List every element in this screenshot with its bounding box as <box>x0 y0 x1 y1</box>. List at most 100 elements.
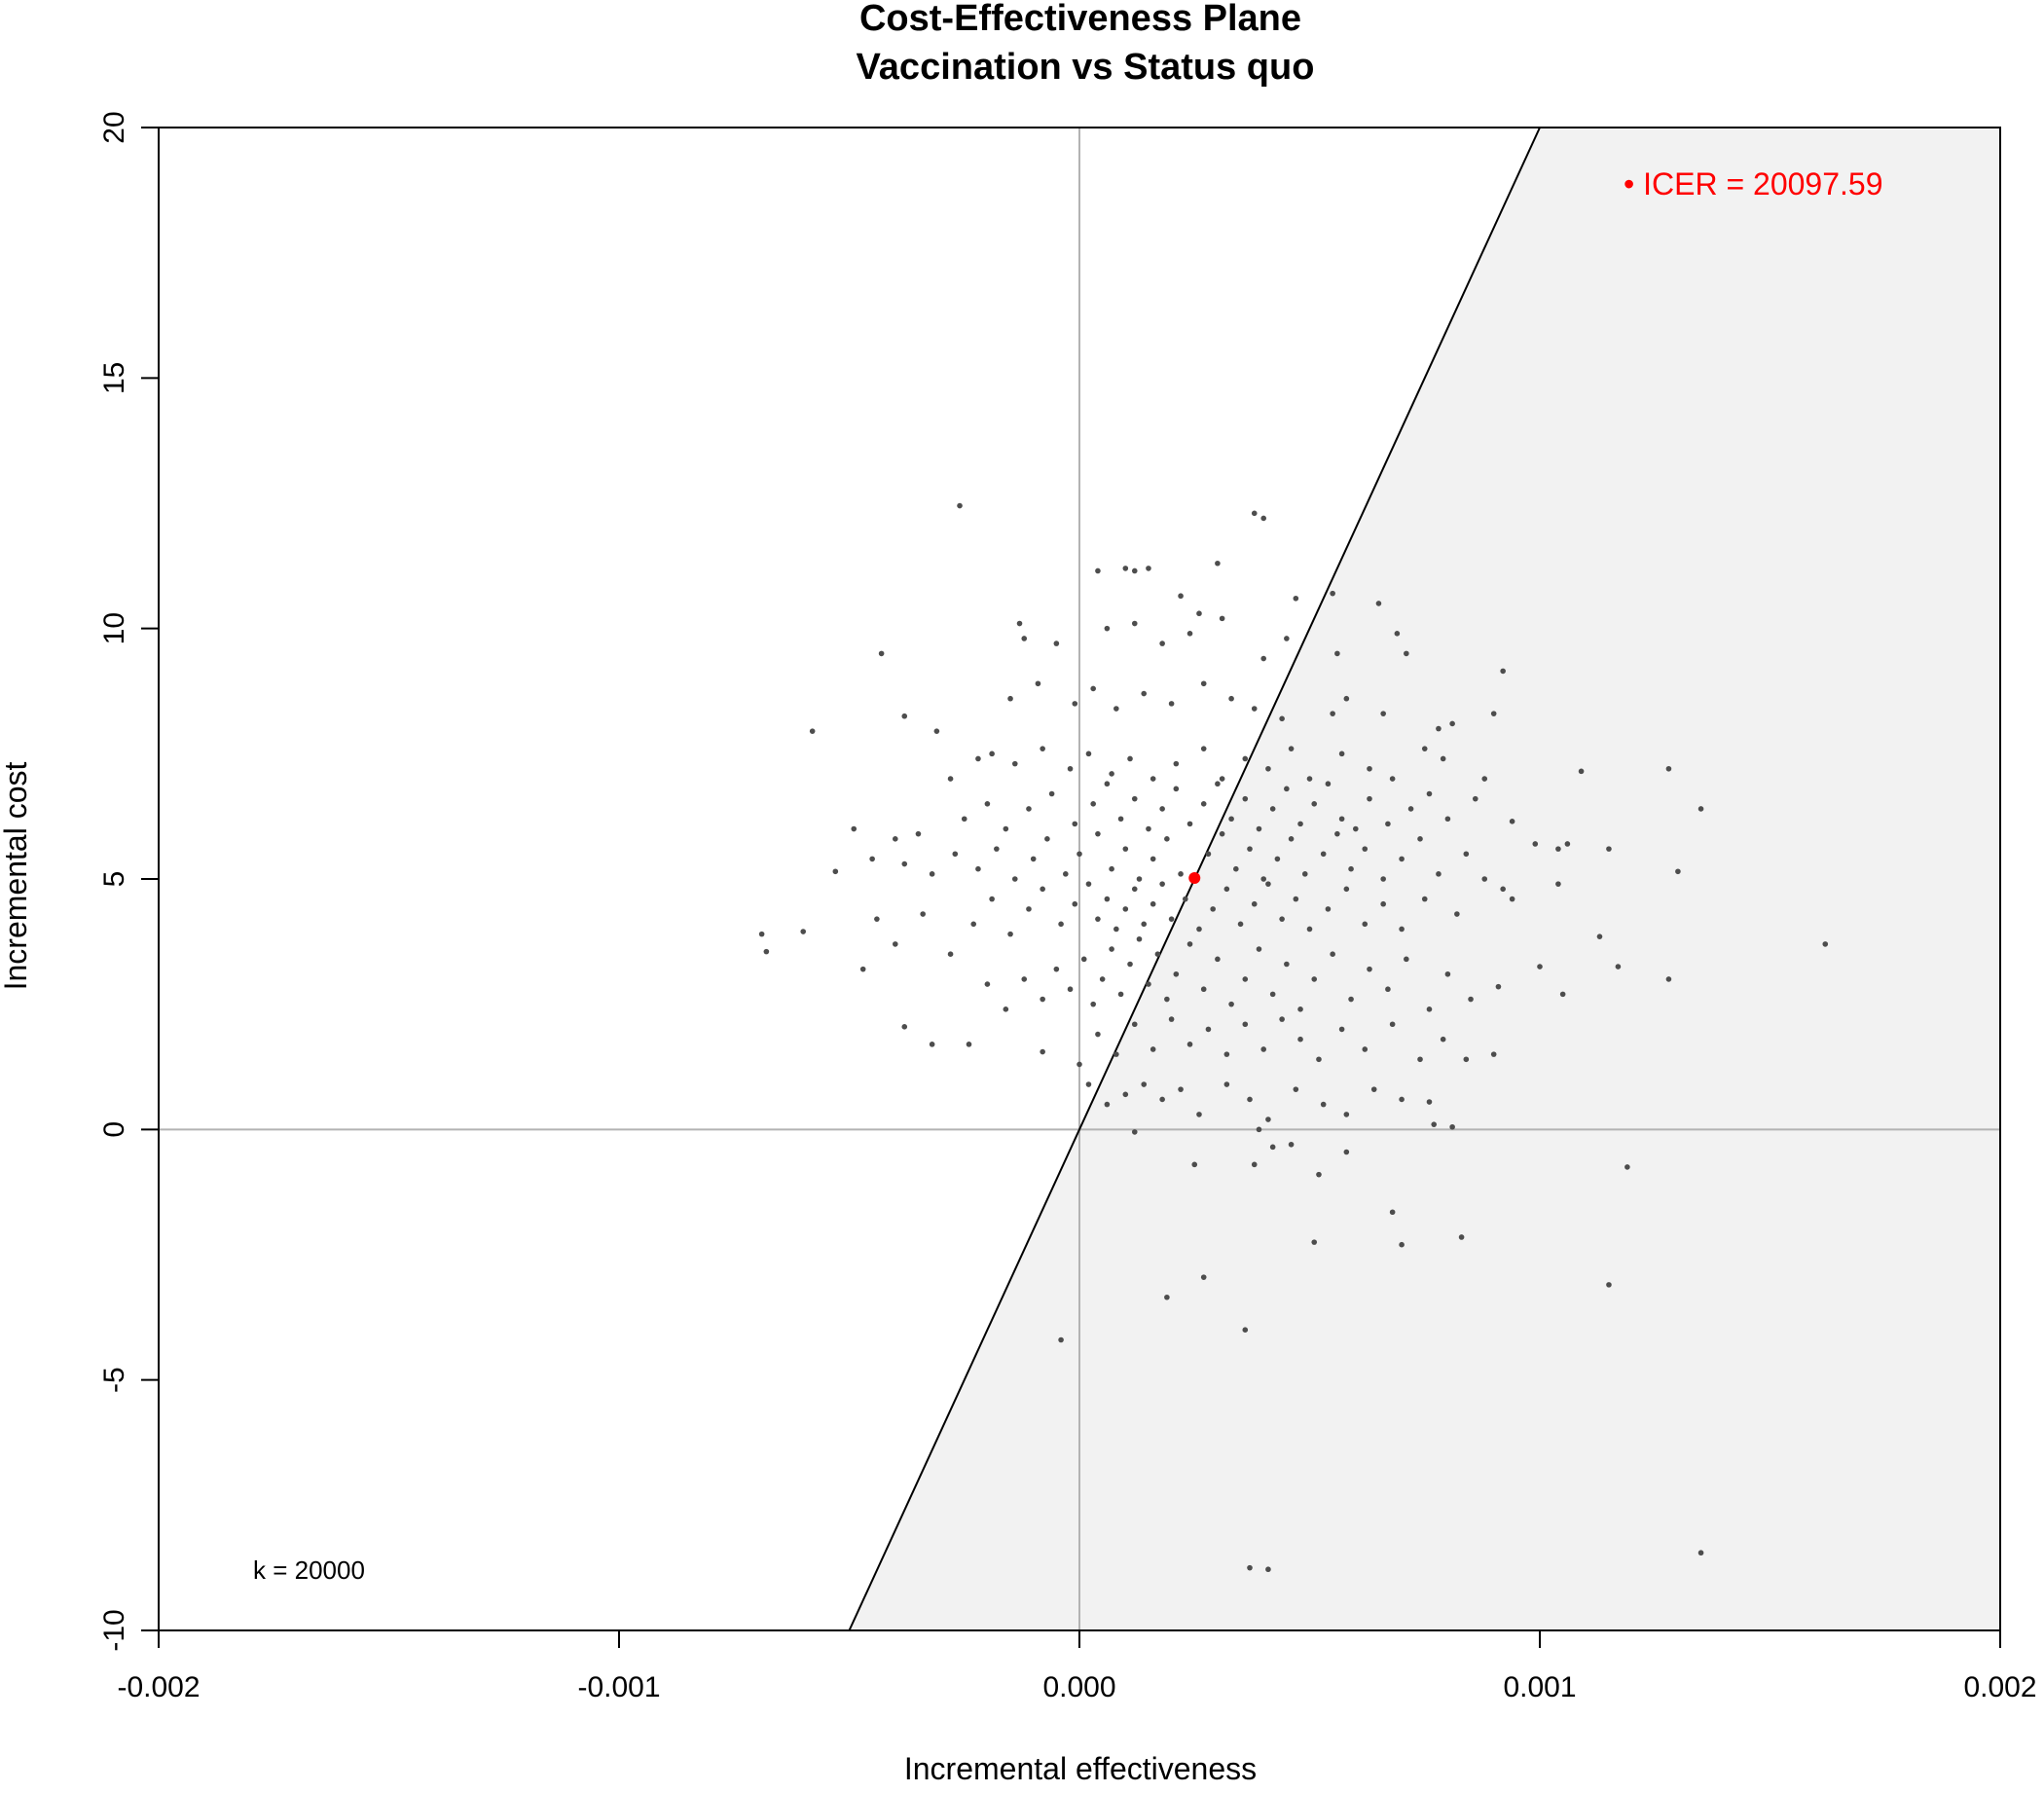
scatter-point <box>1597 933 1603 939</box>
scatter-point <box>800 929 806 934</box>
scatter-point <box>1265 1566 1271 1572</box>
scatter-point <box>860 967 866 972</box>
scatter-point <box>1565 841 1571 847</box>
scatter-point <box>1380 876 1386 882</box>
scatter-point <box>1260 876 1266 882</box>
scatter-point <box>975 866 981 872</box>
scatter-point <box>1164 997 1170 1003</box>
scatter-point <box>1270 992 1276 998</box>
scatter-point <box>948 776 954 782</box>
scatter-point <box>1441 756 1446 762</box>
scatter-point <box>1395 631 1401 637</box>
scatter-point <box>1123 566 1129 571</box>
y-tick-label: 0 <box>98 1121 130 1138</box>
scatter-point <box>1187 1042 1193 1047</box>
scatter-point <box>1040 746 1045 751</box>
scatter-point <box>1624 1164 1630 1170</box>
icer-point <box>1188 872 1200 884</box>
scatter-point <box>1159 1097 1165 1103</box>
scatter-point <box>989 896 995 902</box>
scatter-point <box>1362 846 1368 852</box>
scatter-point <box>1431 1121 1437 1127</box>
scatter-point <box>1289 1142 1295 1148</box>
scatter-point <box>1159 640 1165 646</box>
scatter-point <box>975 756 981 762</box>
scatter-point <box>1228 1002 1234 1007</box>
scatter-point <box>1380 901 1386 907</box>
scatter-point <box>1132 568 1138 574</box>
scatter-point <box>1215 957 1221 963</box>
scatter-point <box>1150 857 1156 862</box>
scatter-point <box>1265 1116 1271 1122</box>
scatter-point <box>1242 976 1248 982</box>
scatter-point <box>1260 656 1266 662</box>
scatter-point <box>1242 756 1248 762</box>
scatter-point <box>1031 857 1037 862</box>
scatter-point <box>1095 831 1101 837</box>
x-tick-label: 0.001 <box>1503 1671 1576 1703</box>
scatter-point <box>1201 680 1207 686</box>
scatter-point <box>1257 1127 1262 1133</box>
scatter-point <box>1090 686 1096 692</box>
scatter-point <box>1500 669 1506 675</box>
scatter-point <box>1289 836 1295 842</box>
scatter-point <box>930 871 935 877</box>
scatter-point <box>1178 593 1184 599</box>
scatter-point <box>1307 927 1313 933</box>
scatter-point <box>1004 1006 1009 1012</box>
x-tick-label: 0.000 <box>1042 1671 1115 1703</box>
scatter-point <box>1146 566 1151 571</box>
scatter-point <box>1348 866 1354 872</box>
scatter-point <box>1150 1046 1156 1052</box>
scatter-point <box>1137 876 1143 882</box>
scatter-point <box>1321 851 1327 857</box>
scatter-point <box>1399 1097 1405 1103</box>
scatter-point <box>1058 1337 1064 1343</box>
scatter-point <box>989 751 995 757</box>
scatter-point <box>1127 962 1133 968</box>
scatter-point <box>1560 992 1566 998</box>
scatter-point <box>1449 721 1455 727</box>
scatter-point <box>1164 836 1170 842</box>
scatter-point <box>1537 964 1543 970</box>
scatter-point <box>1187 631 1193 637</box>
scatter-point <box>759 932 765 937</box>
scatter-point <box>1132 621 1138 627</box>
scatter-point <box>1311 1239 1317 1245</box>
scatter-point <box>1146 981 1151 987</box>
scatter-point <box>1113 706 1119 712</box>
scatter-point <box>916 831 922 837</box>
scatter-point <box>1132 796 1138 802</box>
scatter-point <box>1481 876 1487 882</box>
scatter-point <box>1385 822 1391 827</box>
scatter-point <box>1404 957 1409 963</box>
scatter-point <box>1417 836 1423 842</box>
scatter-point <box>901 861 907 867</box>
scatter-point <box>1279 1016 1285 1022</box>
scatter-point <box>1077 1062 1082 1068</box>
scatter-point <box>1339 816 1345 822</box>
scatter-point <box>1113 1051 1119 1057</box>
scatter-point <box>1178 1086 1184 1092</box>
scatter-point <box>1063 871 1069 877</box>
scatter-point <box>1220 831 1225 837</box>
scatter-point <box>1532 841 1538 847</box>
scatter-point <box>1404 651 1409 657</box>
scatter-point <box>893 836 898 842</box>
scatter-point <box>1105 896 1111 902</box>
scatter-point <box>1228 696 1234 702</box>
scatter-point <box>1339 751 1345 757</box>
scatter-point <box>1491 711 1497 716</box>
scatter-point <box>1141 922 1147 928</box>
scatter-point <box>1072 701 1077 707</box>
scatter-point <box>1297 822 1303 827</box>
scatter-point <box>1422 746 1428 751</box>
scatter-point <box>1228 816 1234 822</box>
scatter-point <box>934 728 940 734</box>
scatter-point <box>1698 806 1704 812</box>
scatter-point <box>1072 822 1077 827</box>
scatter-point <box>893 941 898 947</box>
scatter-point <box>1169 1016 1175 1022</box>
scatter-point <box>1454 911 1460 917</box>
scatter-point <box>1473 796 1478 802</box>
